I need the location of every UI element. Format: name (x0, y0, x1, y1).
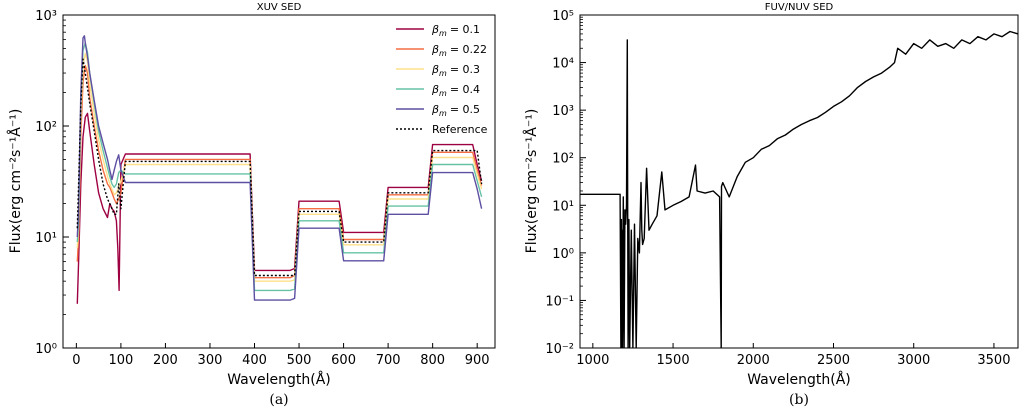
chart-a-xtick-label: 200 (153, 353, 178, 368)
chart-b-xtick-label: 3500 (977, 353, 1010, 368)
legend-label-0: βm = 0.1 (431, 23, 480, 38)
legend-label-3: βm = 0.4 (431, 83, 480, 98)
chart-b-ytick-label: 10⁻² (545, 342, 574, 357)
chart-a-legend: βm = 0.1 βm = 0.22 βm = 0.3 βm = 0.4 βm = 0.5 Refe… (396, 23, 488, 136)
chart-b-xtick-label: 1500 (657, 353, 690, 368)
chart-a-series-line-1 (76, 64, 483, 279)
legend-label-5: Reference (432, 123, 488, 136)
chart-a-xtick-label: 900 (465, 353, 490, 368)
chart-b-xtick-label: 2500 (817, 353, 850, 368)
panel-b-fuv-nuv-sed: FUV/NUV SED 1000 1500 2000 2500 3000 3500 10⁻²… (523, 2, 1019, 388)
chart-b-ytick-label: 10⁻¹ (545, 294, 574, 309)
chart-b-ytick-label: 10⁵ (552, 9, 574, 24)
chart-a-frame (62, 14, 496, 349)
panel-a-xuv-sed: XUV SED 0 100 200 300 400 500 600 700 800 900 10⁰ 1… (7, 2, 496, 388)
chart-b-ylabel: Flux(erg cm⁻²s⁻¹Å⁻¹) (523, 109, 540, 254)
chart-a-xtick-label: 300 (198, 353, 223, 368)
chart-a-xtick-label: 800 (420, 353, 445, 368)
chart-b-ytick-label: 10³ (552, 104, 574, 119)
chart-a-ylabel: Flux(erg cm⁻²s⁻¹Å⁻¹) (7, 109, 24, 254)
chart-b-ytick-label: 10¹ (552, 199, 574, 214)
chart-a-ytick-label: 10¹ (35, 231, 57, 246)
chart-a-xtick-label: 500 (287, 353, 312, 368)
chart-a-series-line-2 (76, 52, 483, 282)
chart-b-ticks: 1000 1500 2000 2500 3000 3500 10⁻² 10⁻¹ 10⁰ 10¹ 10… (545, 9, 1010, 368)
legend-label-4: βm = 0.5 (431, 103, 480, 118)
chart-a-xtick-label: 0 (72, 353, 80, 368)
chart-a-xtick-label: 400 (242, 353, 267, 368)
chart-b-ytick-label: 10⁰ (552, 247, 574, 262)
chart-b-title: FUV/NUV SED (765, 2, 834, 13)
chart-b-ytick-label: 10² (552, 152, 574, 167)
chart-a-xtick-label: 600 (331, 353, 356, 368)
chart-a-ytick-label: 10⁰ (35, 342, 57, 357)
chart-b-xlabel: Wavelength(Å) (747, 371, 851, 388)
chart-b-series (580, 30, 1018, 348)
chart-a-ytick-label: 10² (35, 120, 57, 135)
chart-a-xtick-label: 700 (376, 353, 401, 368)
caption-a: (a) (269, 392, 289, 408)
chart-b-xtick-label: 1000 (576, 353, 609, 368)
legend-label-2: βm = 0.3 (431, 63, 480, 78)
chart-a-series-line-4 (76, 35, 483, 301)
chart-a-series (76, 35, 483, 304)
chart-a-title: XUV SED (257, 2, 302, 13)
chart-b-frame (579, 14, 1019, 349)
chart-a-series-line-3 (76, 42, 483, 292)
chart-a-ytick-label: 10³ (35, 9, 57, 24)
chart-a-series-line-5 (76, 58, 483, 277)
chart-b-series-line-0 (580, 30, 1018, 348)
chart-a-ticks: 0 100 200 300 400 500 600 700 800 900 10⁰ 10¹ 10² 10³ (35, 9, 489, 368)
chart-b-xtick-label: 3000 (897, 353, 930, 368)
chart-a-xlabel: Wavelength(Å) (227, 371, 331, 388)
chart-a-xtick-label: 100 (108, 353, 133, 368)
chart-b-ytick-label: 10⁴ (552, 57, 574, 72)
chart-b-xtick-label: 2000 (737, 353, 770, 368)
legend-label-1: βm = 0.22 (431, 43, 487, 58)
caption-b: (b) (789, 392, 809, 408)
chart-a-series-line-0 (76, 112, 483, 304)
